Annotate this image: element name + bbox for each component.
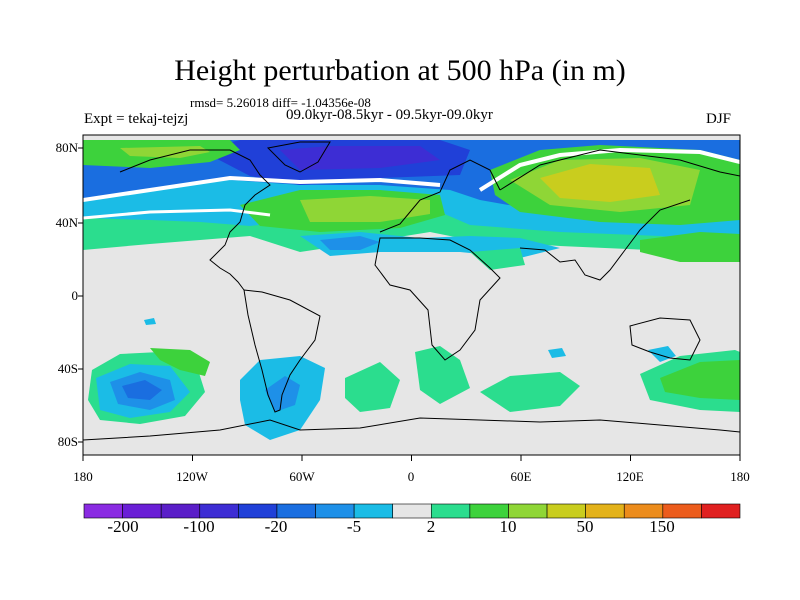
s-indian-teal — [480, 372, 580, 412]
north-white-line-2 — [83, 208, 271, 220]
s-atlantic-teal-1 — [345, 362, 400, 412]
colorbar-swatch — [199, 503, 239, 519]
colorbar-swatch — [122, 503, 162, 519]
colorbar-swatch — [276, 503, 316, 519]
colorbar — [83, 503, 741, 519]
colorbar-swatch — [585, 503, 625, 519]
xtick-label-180e: 180 — [730, 469, 750, 484]
stats-line: rmsd= 5.26018 diff= -1.04356e-08 — [190, 95, 371, 110]
colorbar-swatch — [160, 503, 201, 519]
arctic-blue-core — [280, 146, 440, 170]
colorbar-label: 50 — [576, 517, 594, 536]
ytick-label-40n: 40N — [55, 215, 78, 230]
xtick-label-60w: 60W — [289, 469, 315, 484]
colorbar-swatch — [662, 503, 702, 519]
xtick-label-180w: 180 — [73, 469, 93, 484]
xtick-label-120e: 120E — [616, 469, 644, 484]
tiny-cyan-blob — [144, 318, 156, 325]
colorbar-swatch — [353, 503, 394, 519]
coastlines — [83, 141, 740, 441]
contour-field — [83, 135, 740, 455]
s-pacific-green — [150, 348, 210, 376]
aus-green — [660, 360, 740, 400]
colorbar-swatch — [238, 503, 278, 519]
s-atlantic-teal-2 — [415, 346, 470, 404]
antarctica-coast — [83, 417, 740, 441]
colorbar-label: -5 — [346, 517, 362, 536]
north-america-coast — [119, 149, 271, 291]
colorbar-swatch — [508, 503, 548, 519]
africa-coast — [374, 237, 501, 361]
colorbar-swatch — [83, 503, 123, 519]
europe-coast — [379, 159, 501, 233]
colorbar-label: -200 — [107, 517, 139, 536]
colorbar-swatch — [701, 503, 741, 519]
figure-title: Height perturbation at 500 hPa (in m) — [174, 54, 626, 87]
experiment-label: Expt = tekaj-tejzj — [84, 111, 189, 127]
colorbar-swatch — [623, 503, 664, 519]
small-cyan-blob — [548, 348, 566, 358]
xtick-label-0: 0 — [407, 469, 415, 484]
s-pacific-core — [122, 380, 162, 400]
xtick-label-120w: 120W — [176, 469, 208, 484]
greenland-coast — [266, 141, 331, 173]
ytick-label-80n: 80N — [55, 140, 78, 155]
south-america-coast — [243, 289, 321, 413]
east-asia-green — [640, 232, 740, 262]
ytick-label-40s: 40S — [57, 361, 78, 376]
colorbar-swatch — [430, 503, 471, 519]
colorbar-swatch — [392, 503, 432, 519]
colorbar-label: 10 — [499, 517, 517, 536]
australia-coast — [629, 317, 701, 361]
n-atlantic-lime — [300, 196, 430, 222]
mid-lat-blue — [320, 236, 380, 250]
colorbar-label: -20 — [264, 517, 288, 536]
asia-coast — [499, 149, 740, 281]
ytick-label-80s: 80S — [57, 434, 78, 449]
colorbar-label: 2 — [426, 517, 436, 536]
colorbar-swatch — [546, 503, 586, 519]
colorbar-label: -100 — [183, 517, 215, 536]
siberia-yellow — [540, 164, 660, 202]
xtick-label-60e: 60E — [510, 469, 532, 484]
mideast-teal — [470, 248, 525, 270]
n-pacific-lime — [120, 146, 210, 158]
colorbar-swatch — [469, 503, 509, 519]
period-label: 09.0kyr-08.5kyr - 09.5kyr-09.0kyr — [286, 107, 493, 123]
season-label: DJF — [706, 111, 732, 127]
colorbar-swatch — [315, 503, 355, 519]
colorbar-label: 150 — [649, 517, 675, 536]
axis-ticks — [78, 147, 741, 461]
ytick-label-0: 0 — [71, 288, 79, 303]
